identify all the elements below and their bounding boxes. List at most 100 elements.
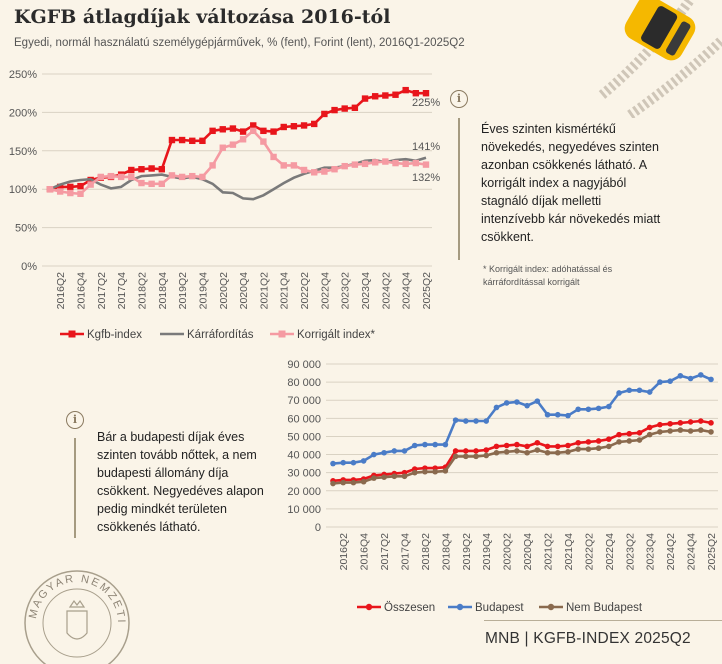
footer-text: MNB | KGFB-INDEX 2025Q2 bbox=[485, 630, 691, 647]
info-divider bbox=[458, 118, 460, 260]
data-point bbox=[503, 442, 510, 449]
data-point bbox=[697, 427, 704, 433]
data-point bbox=[595, 405, 602, 412]
data-point bbox=[321, 110, 328, 118]
data-point bbox=[595, 438, 602, 444]
x-tick-label: 2020Q2 bbox=[218, 272, 230, 310]
x-tick-label: 2022Q2 bbox=[583, 533, 595, 571]
data-point bbox=[667, 420, 673, 427]
data-point bbox=[77, 190, 84, 198]
data-point bbox=[351, 161, 359, 168]
data-point bbox=[585, 439, 592, 445]
x-tick-label: 2019Q4 bbox=[481, 533, 493, 571]
data-point bbox=[381, 474, 387, 480]
data-point bbox=[280, 123, 287, 131]
bottom-chart-y-ticks: 0 10 000 20 000 30 000 40 000 50 000 60 000 70 … bbox=[287, 359, 321, 534]
info-icon: i bbox=[450, 90, 468, 108]
data-point bbox=[128, 166, 135, 174]
series-line bbox=[49, 88, 426, 191]
data-point bbox=[585, 406, 592, 413]
series-line bbox=[332, 373, 712, 465]
data-point bbox=[646, 424, 653, 431]
data-point bbox=[544, 449, 551, 456]
legend-label: Budapest bbox=[475, 602, 524, 614]
data-point bbox=[360, 478, 367, 485]
x-tick-label: 2022Q4 bbox=[319, 272, 331, 310]
data-point bbox=[402, 160, 409, 168]
y-tick-label: 50 000 bbox=[287, 431, 321, 443]
x-tick-label: 2025Q2 bbox=[706, 533, 718, 571]
data-point bbox=[350, 459, 357, 466]
x-tick-label: 2017Q4 bbox=[116, 272, 128, 310]
data-point bbox=[667, 378, 673, 385]
data-point bbox=[595, 445, 602, 452]
x-tick-label: 2021Q4 bbox=[563, 533, 575, 571]
data-point bbox=[401, 473, 408, 480]
y-tick-label: 40 000 bbox=[287, 450, 321, 462]
y-tick-label: 0 bbox=[315, 522, 321, 534]
data-point bbox=[646, 389, 653, 395]
data-point bbox=[514, 448, 520, 454]
info-icon: i bbox=[66, 411, 84, 429]
data-point bbox=[636, 437, 643, 443]
x-tick-label: 2016Q2 bbox=[338, 533, 350, 571]
data-point bbox=[168, 136, 176, 144]
data-point bbox=[260, 127, 267, 135]
x-tick-label: 2016Q4 bbox=[75, 272, 87, 310]
data-point bbox=[565, 412, 571, 419]
data-point bbox=[626, 387, 633, 394]
data-point bbox=[178, 136, 186, 144]
data-point bbox=[483, 447, 490, 453]
x-tick-label: 2023Q4 bbox=[360, 272, 372, 310]
x-tick-label: 2021Q2 bbox=[258, 272, 270, 310]
legend-label: Összesen bbox=[384, 602, 435, 614]
data-point bbox=[158, 180, 165, 188]
data-point bbox=[392, 159, 399, 167]
data-point bbox=[330, 480, 336, 487]
data-point bbox=[138, 179, 145, 187]
y-tick-label: 60 000 bbox=[287, 413, 321, 425]
y-tick-label: 80 000 bbox=[287, 377, 321, 389]
data-point bbox=[107, 172, 115, 180]
data-point bbox=[250, 127, 257, 135]
data-point bbox=[391, 448, 398, 454]
data-point bbox=[371, 93, 379, 100]
x-tick-label: 2023Q4 bbox=[645, 533, 657, 571]
page-title: KGFB átlagdíjak változása 2016-tól bbox=[14, 6, 391, 28]
data-point bbox=[442, 468, 449, 474]
data-point bbox=[270, 153, 277, 161]
data-point bbox=[67, 189, 74, 197]
data-point bbox=[148, 165, 155, 172]
data-point bbox=[524, 402, 530, 409]
data-point bbox=[411, 469, 418, 476]
data-point bbox=[351, 104, 359, 111]
footnote: * Korrigált index: adóhatással és kárráf… bbox=[483, 264, 613, 287]
y-tick-label: 30 000 bbox=[287, 468, 321, 480]
data-point bbox=[229, 141, 237, 148]
series-2 bbox=[46, 127, 430, 198]
data-point bbox=[189, 137, 196, 145]
data-point bbox=[677, 420, 684, 426]
x-tick-label: 2017Q2 bbox=[379, 533, 391, 571]
data-point bbox=[392, 91, 399, 98]
y-tick-label: 70 000 bbox=[287, 395, 321, 407]
data-point bbox=[585, 446, 592, 452]
data-point bbox=[67, 183, 74, 191]
y-tick-label: 150% bbox=[9, 146, 37, 158]
data-point bbox=[340, 479, 347, 486]
data-point bbox=[473, 418, 479, 424]
data-point bbox=[382, 158, 389, 165]
data-point bbox=[708, 376, 714, 383]
data-point bbox=[229, 125, 237, 132]
data-point bbox=[168, 172, 176, 179]
data-point bbox=[128, 173, 135, 181]
x-tick-label: 2021Q2 bbox=[543, 533, 555, 571]
data-point bbox=[219, 126, 226, 133]
bottom-info-text: Bár a budapesti díjak éves szinten továb… bbox=[97, 430, 264, 534]
data-point bbox=[565, 449, 571, 455]
data-point bbox=[514, 399, 520, 405]
data-point bbox=[331, 106, 338, 114]
legend-label: Kárráfordítás bbox=[187, 329, 254, 341]
x-tick-label: 2024Q2 bbox=[665, 533, 677, 571]
data-point bbox=[321, 168, 328, 175]
